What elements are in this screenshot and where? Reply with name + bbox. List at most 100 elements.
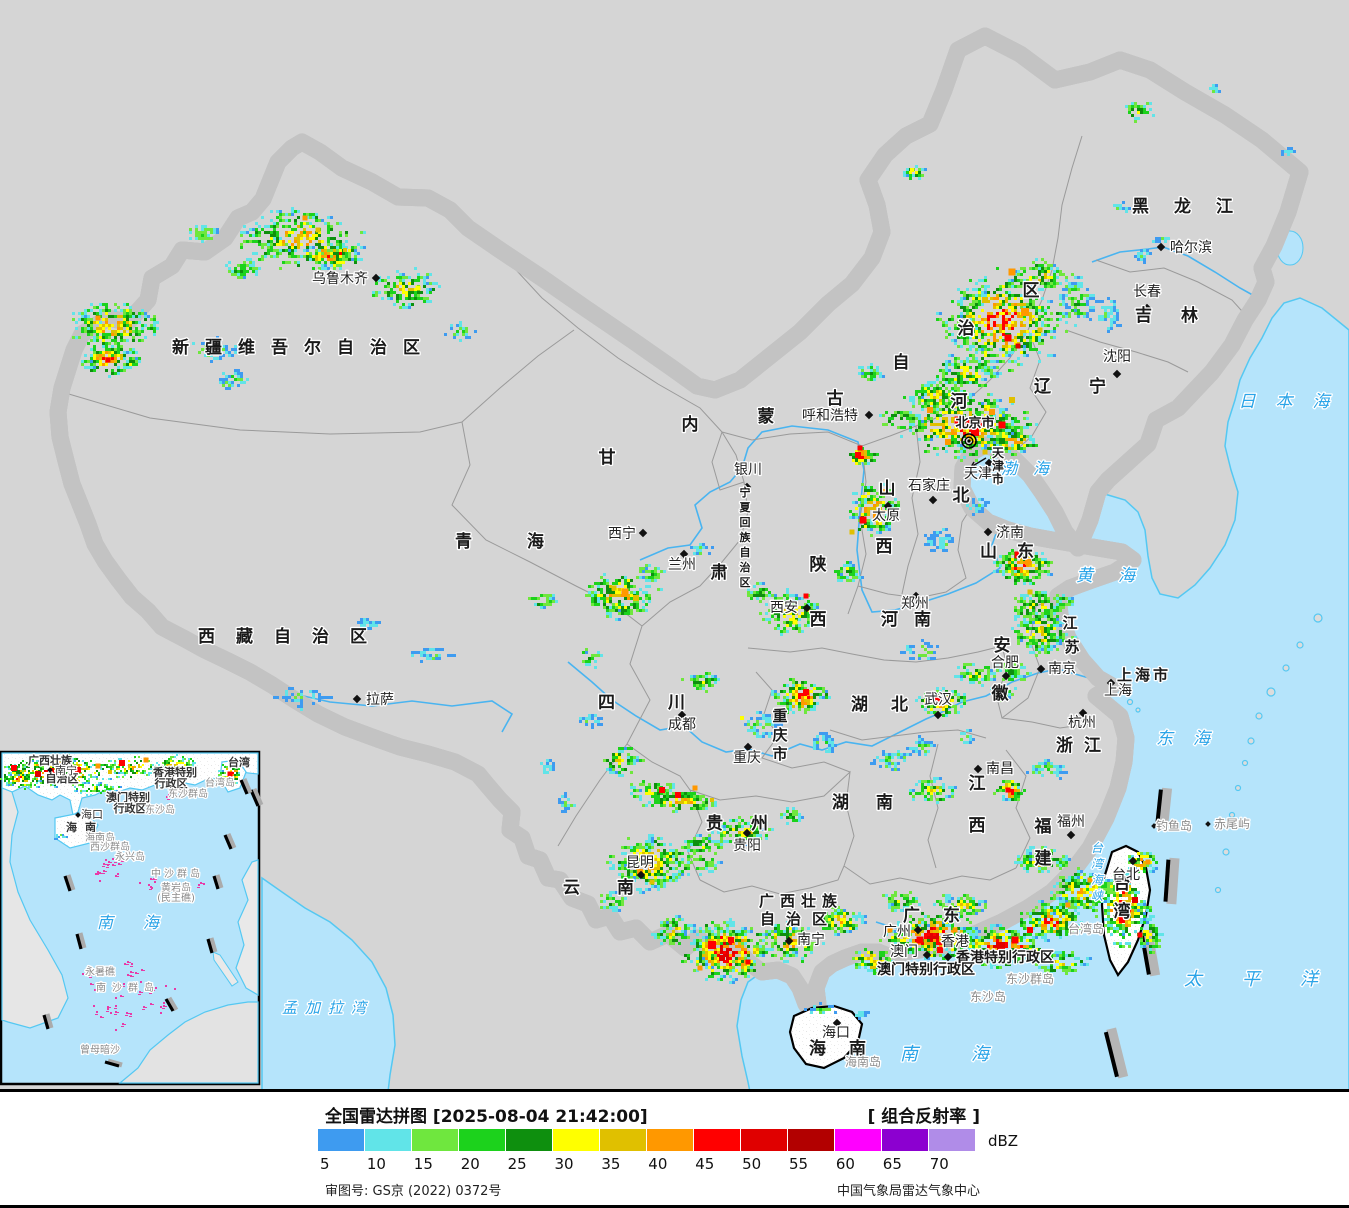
colorbar-segment-5 <box>318 1129 364 1151</box>
city-dot <box>933 710 943 720</box>
province-label: 山 <box>879 479 896 499</box>
province-label: 自 <box>740 545 751 559</box>
province-boundaries <box>61 135 1251 895</box>
province-label: 新疆维吾尔自治区 <box>172 337 436 358</box>
city-dot <box>883 501 893 511</box>
province-label: 山东 <box>980 541 1054 562</box>
city-label: 郑州 <box>901 596 929 612</box>
sea-label: 峡 <box>1091 889 1105 903</box>
inset-dash-black <box>212 875 220 890</box>
city-dot <box>1128 856 1138 866</box>
city-label: 拉萨 <box>366 692 394 708</box>
province-label: 天 <box>992 446 1005 460</box>
province-label: 津 <box>992 458 1004 473</box>
inset-dash-black <box>75 933 83 950</box>
province-label: 上海市 <box>1117 666 1171 684</box>
inset-city-dot <box>47 767 53 773</box>
city-label: 南京 <box>1048 661 1076 677</box>
city-dot <box>1078 708 1088 718</box>
islet-label: 东沙岛 <box>970 989 1006 1004</box>
colorbar-segment-50 <box>741 1129 787 1151</box>
city-dot <box>677 710 687 720</box>
province-label: 回 <box>740 515 751 529</box>
colorbar-segment-15 <box>412 1129 458 1151</box>
city-dot <box>911 591 921 601</box>
inset-label: 南海 <box>97 913 189 932</box>
province-label: 北京市 <box>955 415 994 431</box>
province-label: 湾 <box>1114 901 1131 922</box>
province-label: 苏 <box>1064 638 1079 656</box>
map-bottom-frame <box>0 1089 1349 1092</box>
province-label: 河南 <box>881 609 947 630</box>
inset-label: 中沙群岛 <box>151 867 203 880</box>
city-label: 贵阳 <box>733 838 761 854</box>
dbz-tick-labels: 5 10 15 20 25 30 35 40 45 50 55 60 65 70 <box>318 1155 998 1173</box>
inset-borneo <box>118 1001 259 1084</box>
map-title: 全国雷达拼图 [2025-08-04 21:42:00] <box>325 1107 648 1127</box>
province-label: 族 <box>740 530 752 544</box>
inset-dash-black <box>104 1060 120 1068</box>
province-label: 吉林 <box>1135 305 1227 326</box>
inset-dash-gray <box>107 1058 123 1068</box>
province-label: 治 <box>740 560 751 574</box>
city-dot <box>352 694 362 704</box>
bay-of-bengal <box>261 876 396 1092</box>
islet-label: 钓鱼岛 <box>1156 818 1192 833</box>
sea-label: 黄海 <box>1076 566 1160 586</box>
inset-nine-dash-line <box>42 778 264 1068</box>
inset-label: 澳门特别 <box>106 790 150 804</box>
city-dot <box>802 603 812 613</box>
province-label: 湖南 <box>832 792 920 813</box>
colorbar-segment-10 <box>365 1129 411 1151</box>
inset-dash-gray <box>214 874 224 889</box>
city-label: 银川 <box>734 462 762 478</box>
inset-dash-black <box>164 998 175 1012</box>
city-dot <box>832 1018 842 1028</box>
sea-label: 台 <box>1091 841 1104 855</box>
inset-label: 台湾 <box>228 755 250 769</box>
province-label: 浙江 <box>1056 735 1112 756</box>
inset-dash-gray <box>241 778 253 794</box>
city-dot <box>984 458 994 468</box>
city-label: 昆明 <box>626 855 654 871</box>
colorbar-tick: 40 <box>648 1155 668 1173</box>
islet-label: 海南岛 <box>845 1054 881 1069</box>
ryukyu-islands <box>1126 613 1323 894</box>
city-dot <box>1036 664 1046 674</box>
inset-label: 西沙群岛 <box>90 840 130 853</box>
inset-label: 永兴岛 <box>115 850 145 863</box>
province-label: 市 <box>992 471 1004 486</box>
province-label: 西 <box>810 610 827 630</box>
city-label: 哈尔滨 <box>1170 240 1212 256</box>
inset-dash-gray <box>208 937 218 953</box>
city-dot <box>371 273 381 283</box>
province-label: 北 <box>953 486 970 506</box>
sea-label: 孟加拉湾 <box>282 999 374 1017</box>
province-label: 陕 <box>810 554 827 575</box>
colorbar-tick: 15 <box>413 1155 433 1173</box>
province-label: 广西壮族 <box>759 892 843 910</box>
province-label: 夏 <box>740 501 752 514</box>
city-dot <box>983 527 993 537</box>
province-label: 云南 <box>563 877 671 898</box>
province-label: 海南 <box>809 1038 889 1059</box>
city-dot <box>1106 678 1116 688</box>
province-label: 区 <box>740 576 751 589</box>
sea-label: 湾 <box>1091 857 1105 871</box>
city-dot <box>784 936 794 946</box>
city-label: 台北 <box>1112 867 1140 883</box>
inset-label: 香港特别 <box>152 765 197 779</box>
inset-label: 台湾岛 <box>205 776 235 789</box>
sea-label: 东海 <box>1156 729 1230 749</box>
inset-city-dot <box>75 812 81 818</box>
echo-core-45dbz <box>11 760 233 777</box>
province-label: 甘 <box>599 447 616 468</box>
capital-symbol-inner <box>964 436 974 446</box>
tianjin-leader-arrow <box>970 457 987 468</box>
province-label: 福 <box>1034 816 1052 837</box>
city-label: 福州 <box>1057 814 1085 830</box>
city-label: 澳门 <box>890 944 918 960</box>
inset-palawan <box>212 951 239 987</box>
